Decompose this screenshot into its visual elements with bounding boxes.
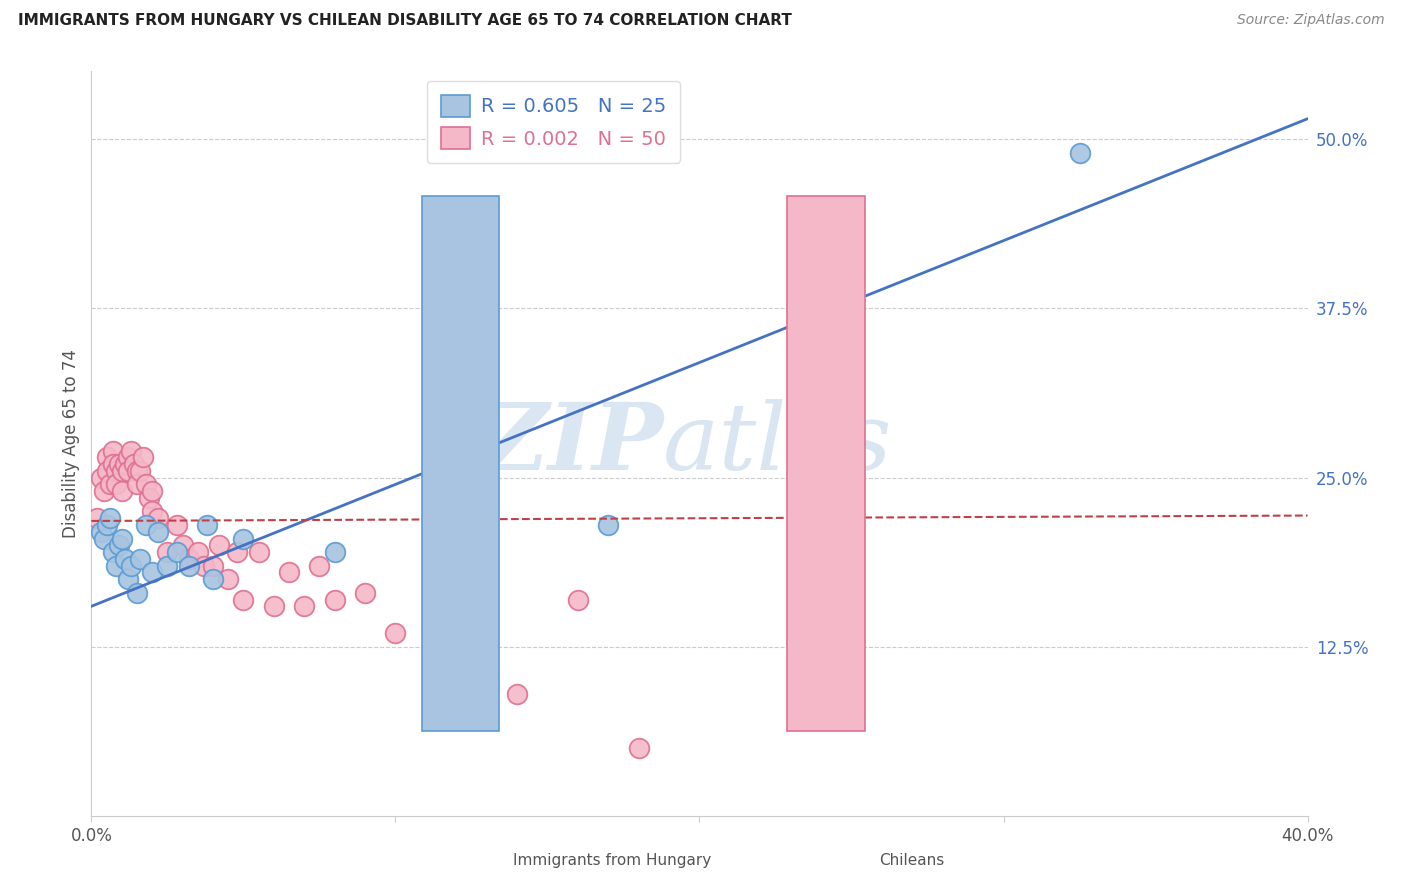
Point [166,518,188,533]
Text: Source: ZipAtlas.com: Source: ZipAtlas.com [1237,13,1385,28]
Point [89,470,111,484]
Point [93,484,115,499]
Point [278,566,301,580]
Point [120,443,142,458]
Point [101,443,124,458]
Point [111,464,134,478]
Point [627,741,650,756]
Point [117,572,139,586]
Point [104,477,127,491]
Point [141,566,163,580]
Point [107,457,129,471]
Point [96,518,118,533]
Point [141,484,163,499]
Point [444,552,467,566]
Point [138,491,160,505]
Point [93,532,115,546]
Point [308,558,330,573]
Point [135,518,157,533]
Point [132,450,155,465]
Point [98,477,121,491]
Point [148,524,170,539]
Point [567,592,589,607]
Point [114,552,136,566]
Point [177,558,200,573]
Point [172,538,194,552]
Point [148,511,170,525]
Point [226,545,249,559]
Point [1069,145,1091,160]
Point [111,484,134,499]
Point [117,450,139,465]
Point [129,464,152,478]
Point [354,586,377,600]
Legend: R = 0.605   N = 25, R = 0.002   N = 50: R = 0.605 N = 25, R = 0.002 N = 50 [427,81,681,163]
Point [323,545,346,559]
Point [120,558,142,573]
Point [506,687,529,701]
Point [101,545,124,559]
Point [122,457,145,471]
Point [263,599,285,614]
Point [166,545,188,559]
Point [125,477,148,491]
Text: Chileans: Chileans [879,854,943,868]
Text: atlas: atlas [664,399,893,489]
Point [86,511,108,525]
Point [232,592,254,607]
Point [156,558,179,573]
Point [104,558,127,573]
Point [202,572,225,586]
Point [292,599,315,614]
Point [125,586,148,600]
Point [101,457,124,471]
Point [202,558,225,573]
Point [141,504,163,518]
Point [208,538,231,552]
Point [96,464,118,478]
Point [247,545,270,559]
Point [129,552,152,566]
Point [177,552,200,566]
Point [98,511,121,525]
Point [135,477,157,491]
Point [598,518,620,533]
Point [114,457,136,471]
Point [107,538,129,552]
Point [195,518,218,533]
Text: IMMIGRANTS FROM HUNGARY VS CHILEAN DISABILITY AGE 65 TO 74 CORRELATION CHART: IMMIGRANTS FROM HUNGARY VS CHILEAN DISAB… [18,13,792,29]
Point [193,558,215,573]
Text: ZIP: ZIP [479,399,664,489]
Point [232,532,254,546]
Y-axis label: Disability Age 65 to 74: Disability Age 65 to 74 [62,350,80,538]
Point [156,545,179,559]
Point [187,545,209,559]
Point [323,592,346,607]
Point [89,524,111,539]
Point [117,464,139,478]
Point [125,464,148,478]
Point [217,572,239,586]
Point [384,626,406,640]
Point [104,464,127,478]
Point [111,532,134,546]
Point [96,450,118,465]
Text: Immigrants from Hungary: Immigrants from Hungary [513,854,711,868]
